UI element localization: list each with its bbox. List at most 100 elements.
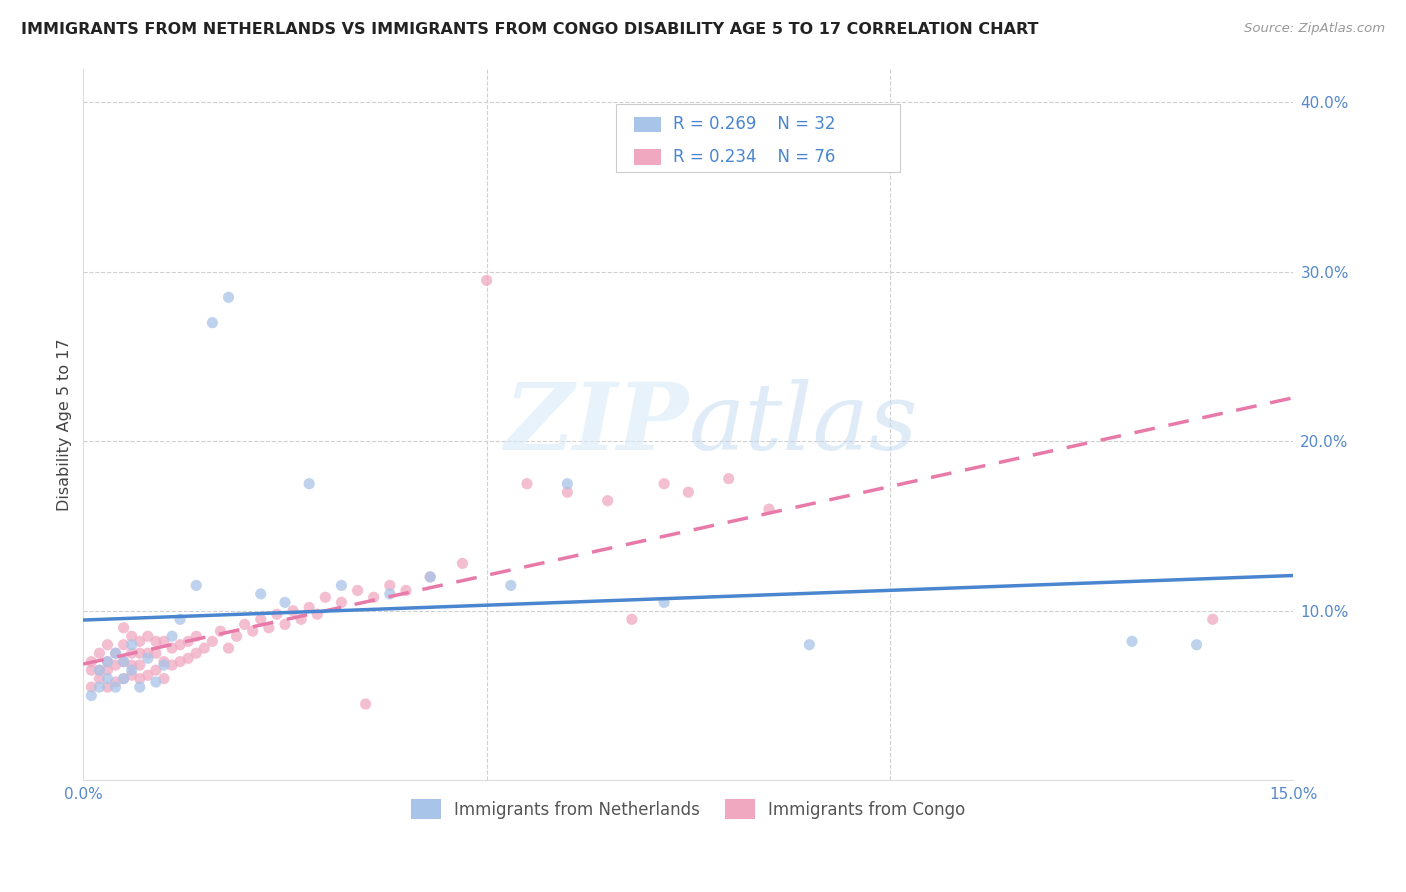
- Point: [169, 612, 191, 626]
- Point: [104, 646, 127, 660]
- Point: [121, 646, 143, 660]
- Point: [89, 672, 111, 686]
- Point: [104, 680, 127, 694]
- Point: [121, 668, 143, 682]
- Point: [186, 646, 208, 660]
- Point: [145, 646, 167, 660]
- Point: [620, 612, 643, 626]
- Point: [193, 641, 215, 656]
- Point: [96, 672, 118, 686]
- Point: [128, 680, 150, 694]
- Point: [121, 663, 143, 677]
- Point: [596, 493, 619, 508]
- Point: [419, 570, 441, 584]
- Point: [160, 641, 183, 656]
- Point: [758, 502, 780, 516]
- Point: [121, 629, 143, 643]
- Point: [145, 634, 167, 648]
- Point: [378, 587, 401, 601]
- Point: [121, 658, 143, 673]
- Point: [112, 655, 135, 669]
- Point: [112, 672, 135, 686]
- Point: [298, 476, 321, 491]
- Point: [186, 629, 208, 643]
- Point: [799, 638, 821, 652]
- Point: [218, 290, 240, 304]
- Point: [652, 476, 675, 491]
- Point: [169, 655, 191, 669]
- Point: [516, 476, 538, 491]
- Point: [96, 680, 118, 694]
- Point: [1121, 634, 1143, 648]
- Point: [1185, 638, 1208, 652]
- FancyBboxPatch shape: [634, 117, 661, 132]
- Point: [395, 583, 418, 598]
- Point: [112, 638, 135, 652]
- Point: [112, 672, 135, 686]
- Y-axis label: Disability Age 5 to 17: Disability Age 5 to 17: [58, 338, 72, 511]
- Point: [557, 476, 579, 491]
- Point: [346, 583, 368, 598]
- Point: [378, 578, 401, 592]
- Text: R = 0.234    N = 76: R = 0.234 N = 76: [672, 148, 835, 166]
- Point: [96, 655, 118, 669]
- Point: [96, 638, 118, 652]
- Point: [80, 655, 103, 669]
- Point: [136, 629, 159, 643]
- Point: [89, 680, 111, 694]
- Text: Source: ZipAtlas.com: Source: ZipAtlas.com: [1244, 22, 1385, 36]
- Point: [225, 629, 247, 643]
- Point: [307, 607, 329, 622]
- Point: [136, 668, 159, 682]
- Point: [475, 273, 498, 287]
- Point: [330, 595, 353, 609]
- Point: [451, 557, 474, 571]
- Point: [89, 663, 111, 677]
- Point: [153, 672, 176, 686]
- Point: [330, 578, 353, 592]
- Point: [363, 591, 385, 605]
- Point: [96, 655, 118, 669]
- Point: [274, 595, 297, 609]
- FancyBboxPatch shape: [616, 104, 900, 172]
- Point: [298, 600, 321, 615]
- Point: [89, 646, 111, 660]
- Point: [112, 655, 135, 669]
- Point: [242, 624, 264, 639]
- Point: [717, 472, 740, 486]
- Point: [249, 612, 271, 626]
- Point: [1202, 612, 1225, 626]
- Point: [281, 604, 304, 618]
- Point: [419, 570, 441, 584]
- Point: [96, 663, 118, 677]
- Point: [557, 485, 579, 500]
- Point: [652, 595, 675, 609]
- Point: [290, 612, 312, 626]
- Point: [145, 675, 167, 690]
- Point: [80, 680, 103, 694]
- FancyBboxPatch shape: [634, 149, 661, 165]
- Point: [153, 634, 176, 648]
- Text: IMMIGRANTS FROM NETHERLANDS VS IMMIGRANTS FROM CONGO DISABILITY AGE 5 TO 17 CORR: IMMIGRANTS FROM NETHERLANDS VS IMMIGRANT…: [21, 22, 1039, 37]
- Point: [136, 646, 159, 660]
- Point: [201, 316, 224, 330]
- Point: [104, 675, 127, 690]
- Point: [89, 663, 111, 677]
- Point: [177, 634, 200, 648]
- Point: [145, 663, 167, 677]
- Point: [354, 697, 377, 711]
- Point: [177, 651, 200, 665]
- Point: [128, 672, 150, 686]
- Point: [104, 646, 127, 660]
- Point: [266, 607, 288, 622]
- Point: [201, 634, 224, 648]
- Point: [80, 689, 103, 703]
- Point: [249, 587, 271, 601]
- Point: [112, 621, 135, 635]
- Point: [104, 658, 127, 673]
- Point: [136, 651, 159, 665]
- Point: [209, 624, 232, 639]
- Point: [218, 641, 240, 656]
- Point: [314, 591, 336, 605]
- Point: [186, 578, 208, 592]
